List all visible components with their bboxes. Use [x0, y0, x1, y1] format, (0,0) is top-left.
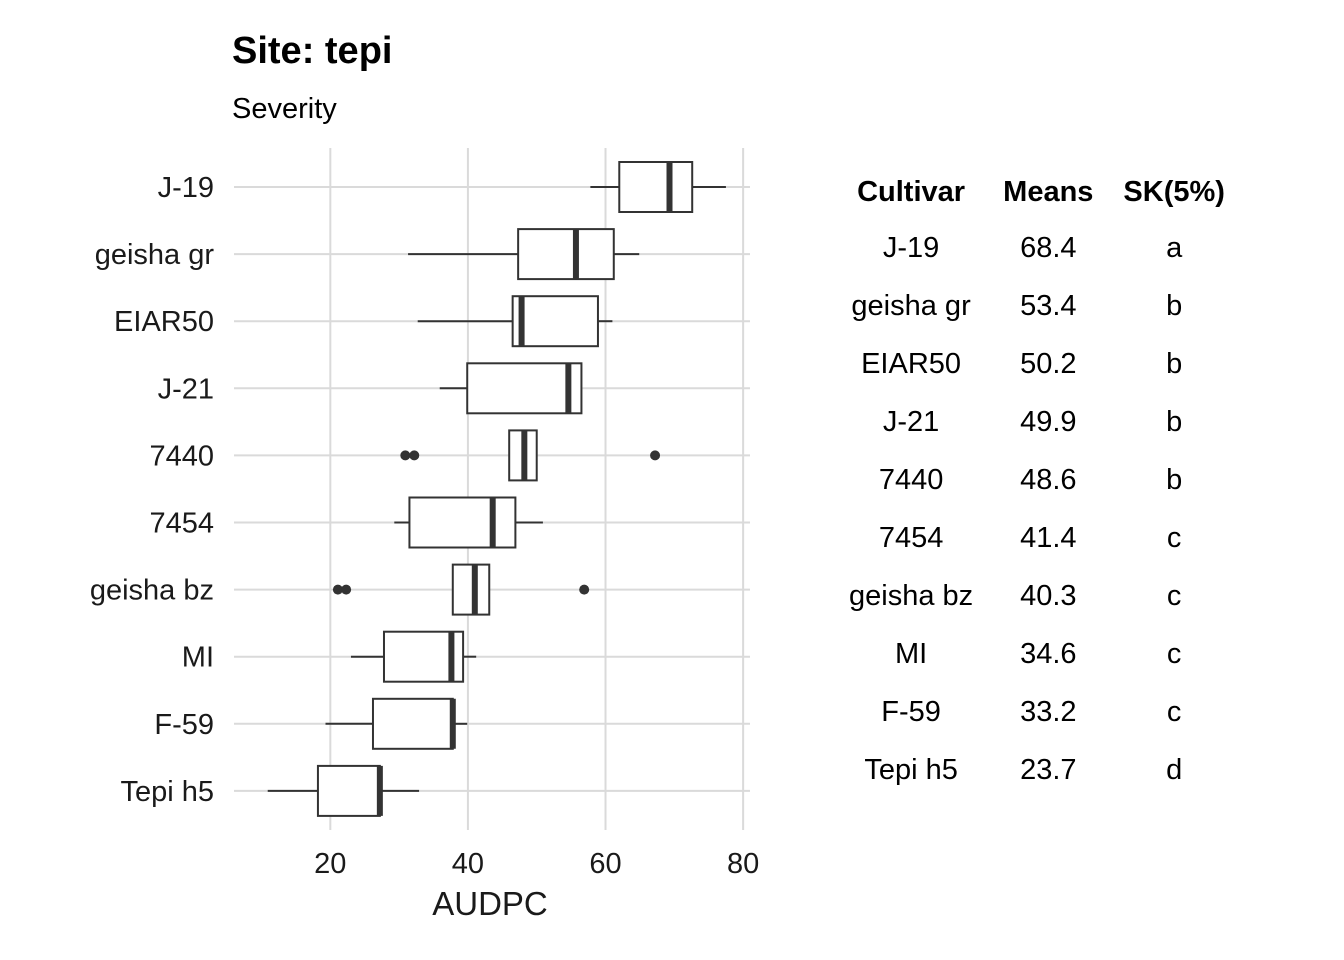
table-row: MI 34.6 c: [834, 625, 1240, 683]
box-group: [590, 161, 726, 213]
x-tick-label: 20: [314, 848, 346, 880]
cultivar-cell: F-59: [881, 695, 941, 728]
table-row: EIAR50 50.2 b: [834, 335, 1240, 393]
y-tick-label: 7454: [149, 508, 214, 540]
sk-group-cell: b: [1166, 405, 1183, 438]
box-iqr: [408, 496, 517, 549]
sk-group-cell: b: [1166, 463, 1183, 496]
sk-group-cell: c: [1166, 521, 1182, 554]
box-group: [417, 295, 613, 348]
box-iqr: [451, 563, 491, 616]
outlier-point: [332, 584, 343, 595]
table-header-cell: Cultivar: [857, 175, 966, 208]
x-axis-title: AUDPC: [432, 885, 548, 922]
y-tick-label: J-19: [158, 172, 214, 204]
cultivar-cell: 7454: [878, 521, 944, 554]
y-tick-label: J-21: [158, 373, 214, 405]
outlier-point: [579, 584, 590, 595]
cultivar-cell: Tepi h5: [864, 753, 958, 786]
box-iqr: [618, 161, 694, 213]
box-iqr: [316, 764, 381, 817]
sk-group-cell: d: [1166, 753, 1183, 786]
box-group: [267, 764, 420, 817]
y-tick-label: EIAR50: [114, 306, 214, 338]
gridlines: [234, 148, 750, 830]
table-row: 7454 41.4 c: [834, 509, 1240, 567]
box-iqr: [371, 697, 454, 750]
box-group: [325, 697, 468, 750]
box-group: [439, 362, 583, 415]
table-header-cell: Means: [1003, 175, 1094, 208]
sk-group-cell: c: [1166, 695, 1182, 728]
sk-group-cell: b: [1166, 347, 1183, 380]
cultivar-cell: 7440: [878, 463, 944, 496]
mean-cell: 23.7: [1020, 753, 1077, 786]
outlier-point: [400, 450, 411, 461]
sk-group-cell: c: [1166, 579, 1182, 612]
x-tick-label: 80: [727, 848, 759, 880]
mean-cell: 50.2: [1020, 347, 1077, 380]
y-tick-label: geisha gr: [95, 239, 215, 271]
table-row: geisha gr 53.4 b: [834, 277, 1240, 335]
chart-title: Site: tepi: [232, 30, 393, 72]
sk-group-cell: a: [1166, 231, 1183, 264]
table-row: F-59 33.2 c: [834, 683, 1240, 741]
outlier-point: [650, 450, 661, 461]
box-group: [350, 630, 477, 683]
outlier-point: [341, 584, 352, 595]
table-row: J-19 68.4 a: [834, 219, 1240, 277]
table-body: J-19 68.4 a geisha gr 53.4 b EIAR50 50.2 b J-21 49…: [834, 219, 1240, 799]
outlier-point: [409, 450, 420, 461]
sk-group-cell: c: [1166, 637, 1182, 670]
box-iqr: [466, 362, 583, 415]
table-row: 7440 48.6 b: [834, 451, 1240, 509]
axis-labels: 20 40 60 80 J-19 geisha gr EIAR50 J-21 7440 7454 g…: [90, 172, 759, 880]
mean-cell: 53.4: [1020, 289, 1077, 322]
y-tick-label: Tepi h5: [120, 776, 214, 808]
box-group: [332, 563, 590, 616]
box-iqr: [517, 228, 615, 281]
box-group: [394, 496, 543, 549]
cultivar-cell: J-19: [882, 231, 940, 264]
table-header-cell: SK(5%): [1123, 175, 1225, 208]
cultivar-cell: MI: [894, 637, 928, 670]
mean-cell: 34.6: [1020, 637, 1077, 670]
summary-table: Cultivar Means SK(5%) J-19 68.4 a geisha gr…: [834, 165, 1240, 799]
y-tick-label: geisha bz: [90, 575, 214, 607]
mean-cell: 41.4: [1020, 521, 1077, 554]
mean-cell: 33.2: [1020, 695, 1077, 728]
box-iqr: [511, 295, 599, 348]
table-row: geisha bz 40.3 c: [834, 567, 1240, 625]
box-group: [400, 429, 661, 482]
x-tick-label: 40: [452, 848, 484, 880]
boxes: [267, 161, 726, 817]
mean-cell: 48.6: [1020, 463, 1077, 496]
table-header-row: Cultivar Means SK(5%): [834, 165, 1240, 219]
x-tick-label: 60: [589, 848, 621, 880]
chart-subtitle: Severity: [232, 93, 337, 125]
cultivar-cell: J-21: [882, 405, 940, 438]
sk-group-cell: b: [1166, 289, 1183, 322]
y-tick-label: F-59: [154, 709, 214, 741]
mean-cell: 40.3: [1020, 579, 1077, 612]
mean-cell: 49.9: [1020, 405, 1077, 438]
mean-cell: 68.4: [1020, 231, 1077, 264]
cultivar-cell: geisha gr: [851, 289, 971, 322]
table-row: J-21 49.9 b: [834, 393, 1240, 451]
y-tick-label: MI: [182, 642, 214, 674]
box-group: [408, 228, 640, 281]
cultivar-cell: EIAR50: [861, 347, 962, 380]
cultivar-cell: geisha bz: [849, 579, 974, 612]
table-row: Tepi h5 23.7 d: [834, 741, 1240, 799]
y-tick-label: 7440: [149, 440, 214, 472]
